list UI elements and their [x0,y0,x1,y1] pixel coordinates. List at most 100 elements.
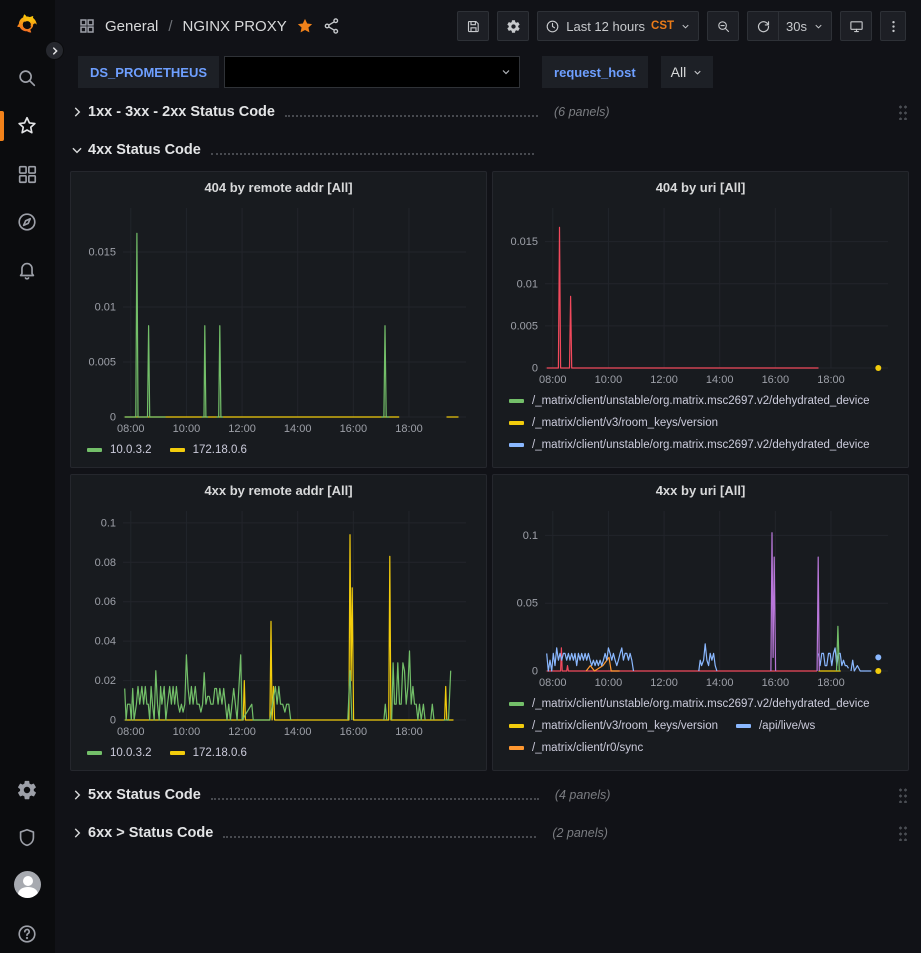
save-dashboard-button[interactable] [457,11,490,41]
alerting-bell-icon[interactable] [13,256,41,284]
row-drag-handle[interactable] [898,104,907,120]
dashboard-title[interactable]: NGINX PROXY [182,17,287,35]
svg-text:0.015: 0.015 [88,247,116,259]
row-panel-count: (4 panels) [554,787,611,802]
svg-text:0.01: 0.01 [95,302,116,314]
panel-legend: /_matrix/client/unstable/org.matrix.msc2… [503,691,898,764]
legend-label: /_matrix/client/unstable/org.matrix.msc2… [532,439,870,451]
active-section-indicator [0,111,4,141]
legend-swatch [87,448,102,453]
user-avatar[interactable] [14,871,41,898]
legend-swatch [87,751,102,756]
svg-text:08:00: 08:00 [539,374,567,386]
svg-text:10:00: 10:00 [173,726,201,738]
legend-item[interactable]: /api/live/ws [735,715,815,737]
time-series-chart[interactable]: 08:00 10:00 12:00 14:00 16:00 18:00 0 0.005 0.01… [81,200,476,437]
svg-text:16:00: 16:00 [340,423,368,435]
refresh-button[interactable] [747,11,780,41]
help-icon[interactable] [13,920,41,948]
row-drag-handle[interactable] [898,787,907,803]
panel-title[interactable]: 404 by uri [All] [655,180,746,195]
row-4xx[interactable]: 4xx Status Code [70,135,909,164]
legend-item[interactable]: 172.18.0.6 [169,439,247,461]
time-series-chart[interactable]: 08:00 10:00 12:00 14:00 16:00 18:00 0 0.05 0.1 [503,503,898,691]
favorite-star-icon[interactable] [296,17,314,35]
legend-swatch [169,751,185,756]
panel-chart-area[interactable]: 08:00 10:00 12:00 14:00 16:00 18:00 0 0.02 0.04 0… [81,503,476,740]
legend-swatch [509,399,524,403]
panel-title[interactable]: 4xx by remote addr [All] [204,483,353,498]
server-admin-shield-icon[interactable] [13,824,41,852]
cycle-view-mode-button[interactable] [840,11,872,41]
row-title: 6xx > Status Code [88,824,214,841]
dashboard-header: General / NGINX PROXY L [55,0,921,52]
row-panel-count: (6 panels) [553,104,610,119]
svg-text:0: 0 [532,666,538,678]
panel-chart-area[interactable]: 08:00 10:00 12:00 14:00 16:00 18:00 0 0.005 0.01… [81,200,476,437]
row-drag-handle[interactable] [898,825,907,841]
legend-item[interactable]: /_matrix/client/unstable/org.matrix.msc2… [509,759,870,764]
legend-item[interactable]: /_matrix/client/unstable/org.matrix.msc2… [509,434,870,456]
gear-icon [507,19,520,33]
row-title: 5xx Status Code [88,786,201,803]
legend-item[interactable]: /_matrix/client/unstable/org.matrix.msc2… [509,390,870,412]
svg-text:12:00: 12:00 [650,374,678,386]
row-1xx-3xx-2xx[interactable]: 1xx - 3xx - 2xx Status Code (6 panels) [70,97,909,126]
share-icon[interactable] [323,17,341,35]
legend-item[interactable]: /_matrix/client/v3/room_keys/version [509,715,718,737]
request-host-variable-dropdown[interactable]: All [660,56,714,88]
starred-icon[interactable] [13,112,41,140]
legend-item[interactable]: 10.0.3.2 [87,439,152,461]
dotted-leader [223,835,537,838]
refresh-icon [757,20,769,32]
row-5xx[interactable]: 5xx Status Code (4 panels) [70,780,909,809]
panel-title[interactable]: 4xx by uri [All] [655,483,746,498]
time-range-picker[interactable]: Last 12 hours CST [537,11,700,41]
legend-swatch [509,746,524,750]
svg-text:18:00: 18:00 [395,423,423,435]
svg-text:0.02: 0.02 [95,675,116,687]
breadcrumb-folder[interactable]: General [105,17,159,35]
svg-text:18:00: 18:00 [817,677,845,689]
datasource-variable-dropdown[interactable] [224,56,521,88]
legend-item[interactable]: /sw.js [736,456,787,461]
svg-text:0.08: 0.08 [95,557,116,569]
dashboard-settings-button[interactable] [497,11,530,41]
legend-item[interactable]: 172.18.0.6 [169,742,247,764]
search-icon[interactable] [13,64,41,92]
svg-text:0.1: 0.1 [523,530,538,542]
chevron-right-icon [74,789,81,800]
panel-chart-area[interactable]: 08:00 10:00 12:00 14:00 16:00 18:00 0 0.05 0.1 [503,503,898,691]
monitor-icon [849,20,863,32]
legend-item[interactable]: 10.0.3.2 [87,742,152,764]
settings-gear-icon[interactable] [13,776,41,804]
time-series-chart[interactable]: 08:00 10:00 12:00 14:00 16:00 18:00 0 0.02 0.04 0… [81,503,476,740]
explore-compass-icon[interactable] [13,208,41,236]
grafana-logo[interactable] [13,10,41,38]
legend-item[interactable]: /_matrix/client/v3/room_keys/version [509,456,718,461]
svg-text:18:00: 18:00 [817,374,845,386]
dashboards-icon[interactable] [13,160,41,188]
legend-label: /_matrix/client/unstable/org.matrix.msc2… [532,395,870,407]
legend-item[interactable]: /_matrix/client/v3/room_keys/version [509,412,718,434]
row-6xx[interactable]: 6xx > Status Code (2 panels) [70,818,909,847]
svg-text:08:00: 08:00 [539,677,567,689]
legend-label: 172.18.0.6 [192,444,247,457]
refresh-interval-dropdown[interactable]: 30s [779,11,832,41]
chevron-down-icon [682,24,689,29]
redacted-value [225,57,494,87]
svg-text:08:00: 08:00 [117,423,145,435]
chevron-down-icon [502,70,510,75]
legend-item[interactable]: /_matrix/client/r0/sync [509,737,643,759]
legend-item[interactable]: /_matrix/client/unstable/org.matrix.msc2… [509,693,870,715]
time-series-chart[interactable]: 08:00 10:00 12:00 14:00 16:00 18:00 0 0.005 0.01… [503,200,898,388]
panel-chart-area[interactable]: 08:00 10:00 12:00 14:00 16:00 18:00 0 0.005 0.01… [503,200,898,388]
panel-title[interactable]: 404 by remote addr [All] [204,180,353,195]
panel-legend: /_matrix/client/unstable/org.matrix.msc2… [503,388,898,461]
sidebar-expand-button[interactable] [45,41,64,60]
legend-swatch [509,724,524,728]
legend-swatch [509,421,524,425]
zoom-out-time-button[interactable] [707,11,740,41]
more-options-button[interactable] [880,11,906,41]
svg-text:12:00: 12:00 [228,423,256,435]
